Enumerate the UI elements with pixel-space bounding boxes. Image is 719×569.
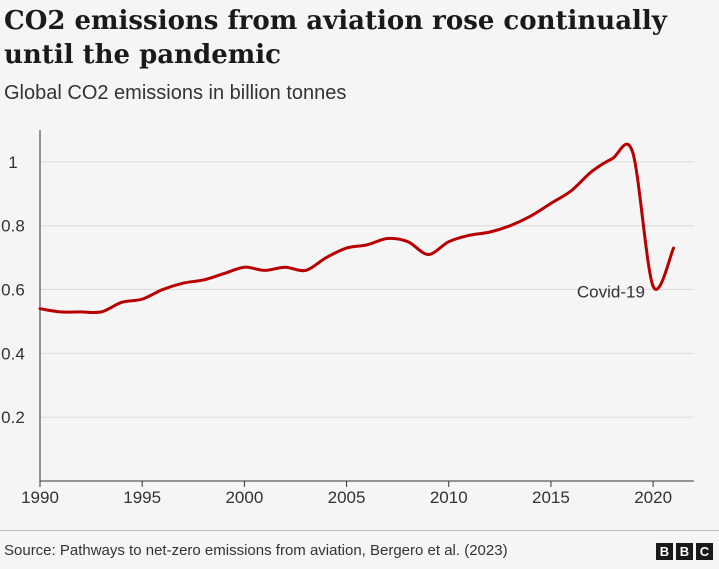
y-tick-label: 0.4: [1, 344, 25, 363]
logo-letter-c: C: [696, 543, 713, 560]
chart-title: CO2 emissions from aviation rose continu…: [4, 6, 667, 70]
source-note: Source: Pathways to net-zero emissions f…: [4, 542, 508, 559]
x-tick-label: 2010: [430, 488, 468, 507]
gridlines: [40, 161, 694, 418]
bbc-logo: B B C: [656, 543, 713, 560]
series-line-0: [38, 142, 676, 315]
series: [38, 142, 676, 315]
y-tick-label: 0.2: [1, 408, 25, 427]
logo-letter-b1: B: [656, 543, 673, 560]
footer-divider: [0, 530, 719, 531]
x-tick-label: 2000: [225, 488, 263, 507]
x-tick-label: 2020: [634, 488, 672, 507]
x-tick-label: 1990: [21, 488, 59, 507]
x-tick-label: 1995: [123, 488, 161, 507]
x-tick-label: 2015: [532, 488, 570, 507]
y-tick-label: 0.6: [1, 281, 25, 300]
y-tick-label: 0.8: [1, 217, 25, 236]
annotation-covid-19: Covid-19: [577, 283, 645, 302]
x-tick-label: 2005: [328, 488, 366, 507]
y-tick-label: 1: [8, 153, 17, 172]
line-chart: 0.2 0.4 0.6 0.8 1 1990 1995 2000 2005 2010 2015 202…: [1, 130, 694, 507]
axes: 0.2 0.4 0.6 0.8 1 1990 1995 2000 2005 2010 2015 202…: [1, 130, 694, 507]
logo-letter-b2: B: [676, 543, 693, 560]
annotations: Covid-19: [577, 283, 645, 302]
chart-subtitle: Global CO2 emissions in billion tonnes: [4, 82, 347, 104]
